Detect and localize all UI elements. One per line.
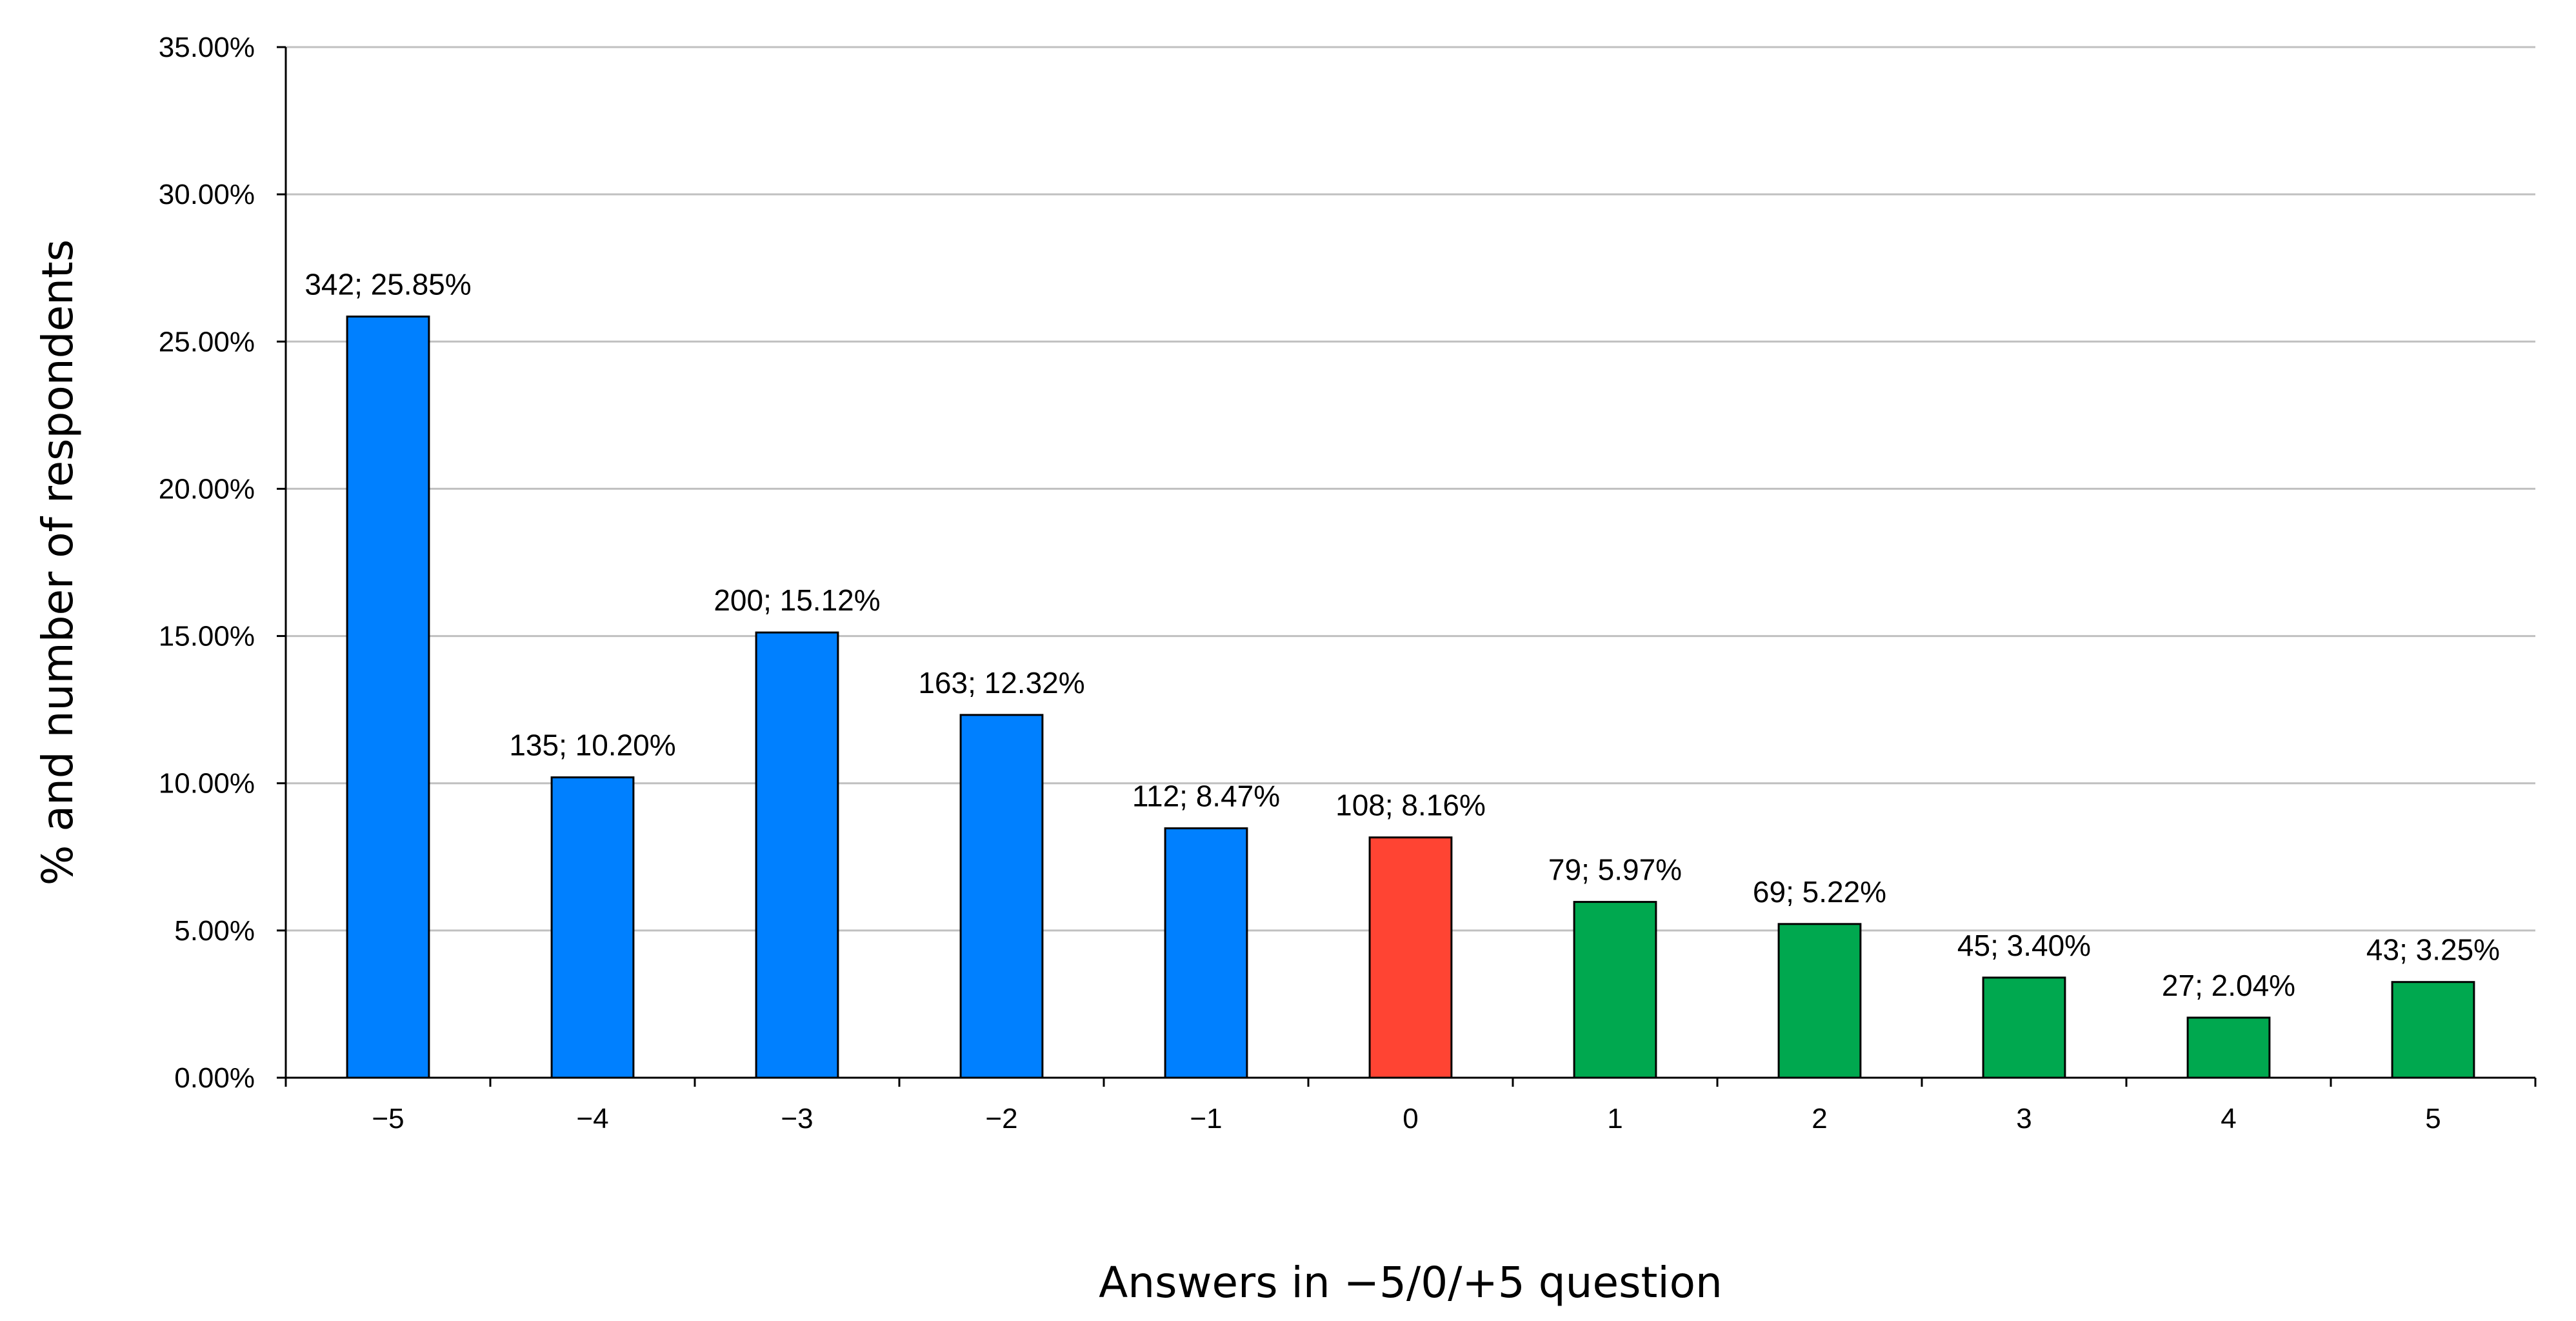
x-tick-label: 1 <box>1607 1103 1622 1134</box>
y-axis-tick-labels: 0.00% 5.00% 10.00% 15.00% 20.00% 25.00% 30.00%… <box>159 32 286 1094</box>
data-label-3: 200; 15.12% <box>714 583 880 617</box>
x-tick-label: −1 <box>1190 1103 1222 1134</box>
x-tick-label: 0 <box>1403 1103 1418 1134</box>
x-tick-label: 3 <box>2016 1103 2032 1134</box>
data-label-4: 163; 12.32% <box>918 666 1084 700</box>
bar-1 <box>346 316 430 1079</box>
x-tick-label: −4 <box>576 1103 608 1134</box>
bar-4 <box>959 714 1044 1079</box>
data-label-11: 43; 3.25% <box>2366 933 2500 967</box>
x-tick-label: 2 <box>1812 1103 1827 1134</box>
x-axis-title: Answers in −5/0/+5 question <box>1099 1258 1722 1307</box>
data-label-7: 79; 5.97% <box>1548 853 1682 887</box>
bar-9 <box>1982 976 2066 1079</box>
bar-7 <box>1573 901 1657 1079</box>
x-axis-tick-labels: −5 −4 −3 −2 −1 0 1 2 3 4 5 <box>285 1078 2537 1134</box>
y-tick-label: 0.00% <box>174 1062 255 1094</box>
x-tick-label: −5 <box>372 1103 404 1134</box>
data-label-1: 342; 25.85% <box>305 268 471 301</box>
x-tick-label: −3 <box>781 1103 813 1134</box>
y-tick-label: 20.00% <box>159 473 255 505</box>
bar-data-labels: 342; 25.85% 135; 10.20% 200; 15.12% 163; 12… <box>305 268 2500 1002</box>
y-tick-label: 35.00% <box>159 32 255 63</box>
y-tick-label: 30.00% <box>159 179 255 210</box>
y-tick-label: 25.00% <box>159 326 255 358</box>
bar-2 <box>550 776 635 1079</box>
y-tick-label: 10.00% <box>159 768 255 800</box>
bar-8 <box>1777 923 1862 1079</box>
bar-6 <box>1368 836 1453 1079</box>
data-label-8: 69; 5.22% <box>1753 875 1886 909</box>
bar-3 <box>755 631 839 1079</box>
data-label-5: 112; 8.47% <box>1132 780 1280 813</box>
x-tick-label: 5 <box>2425 1103 2441 1134</box>
bars <box>346 316 2475 1079</box>
bar-11 <box>2391 981 2475 1079</box>
y-tick-label: 5.00% <box>174 915 255 947</box>
bar-5 <box>1164 827 1248 1079</box>
y-tick-label: 15.00% <box>159 621 255 652</box>
gridlines <box>286 46 2535 932</box>
data-label-10: 27; 2.04% <box>2162 969 2295 1002</box>
data-label-9: 45; 3.40% <box>1957 929 2091 962</box>
data-label-2: 135; 10.20% <box>509 729 675 762</box>
x-tick-label: −2 <box>985 1103 1017 1134</box>
data-label-6: 108; 8.16% <box>1335 789 1486 822</box>
x-tick-label: 4 <box>2221 1103 2236 1134</box>
bar-10 <box>2186 1016 2271 1079</box>
y-axis-title: % and number of respondents <box>33 239 83 885</box>
